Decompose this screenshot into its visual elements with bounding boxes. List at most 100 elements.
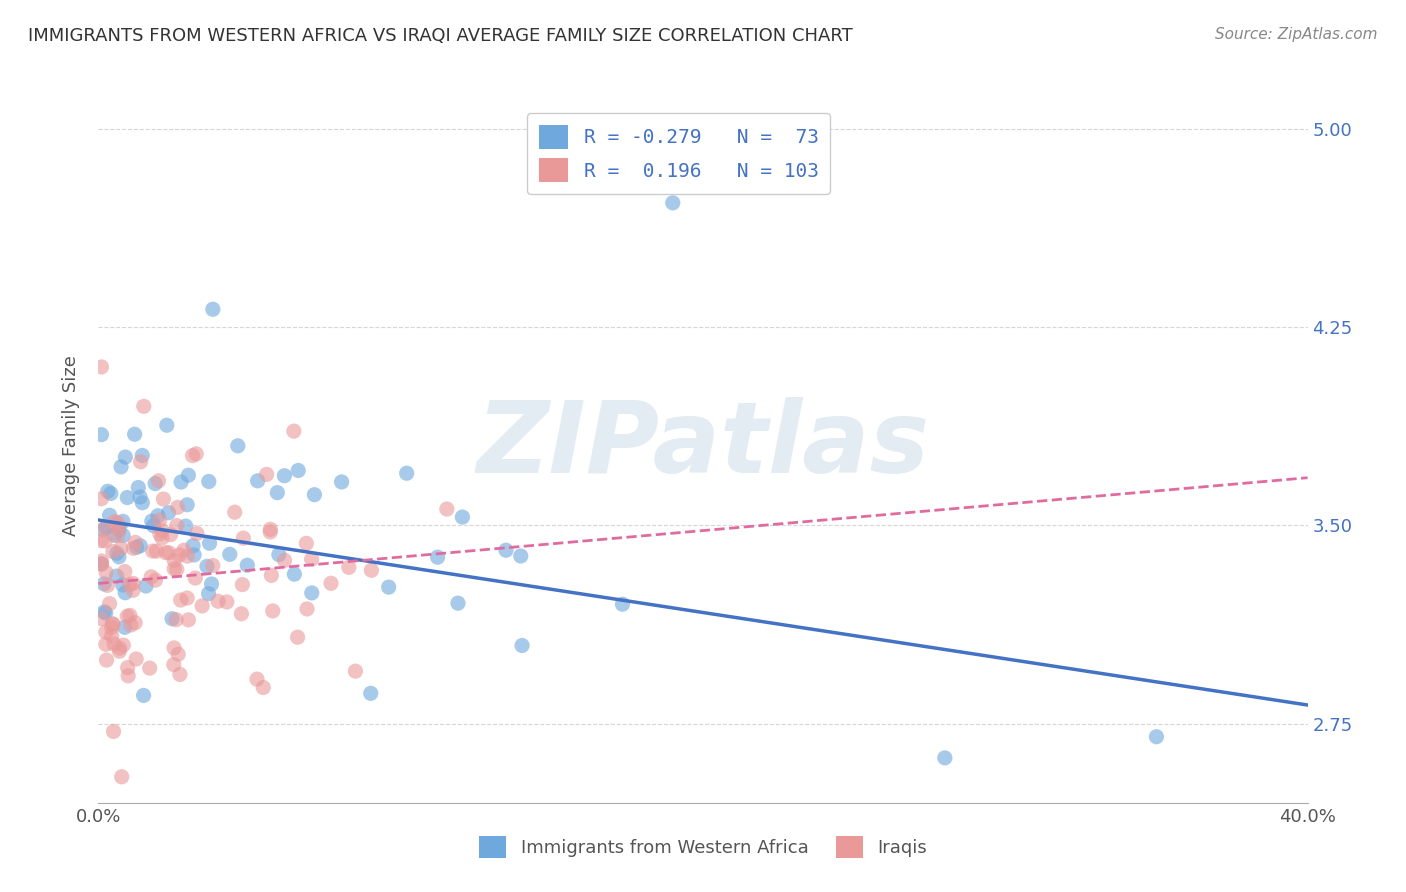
Point: [124, 427, 146, 442]
Point: [131, 496, 153, 510]
Point: [259, 524, 281, 539]
Point: [246, 672, 269, 686]
Point: [124, 535, 146, 549]
Point: [100, 486, 122, 500]
Point: [117, 669, 139, 683]
Point: [169, 548, 191, 562]
Point: [117, 491, 139, 505]
Point: [103, 528, 125, 542]
Point: [176, 591, 198, 605]
Point: [111, 578, 134, 592]
Point: [135, 579, 157, 593]
Point: [108, 549, 131, 564]
Point: [337, 560, 360, 574]
Point: [105, 569, 128, 583]
Point: [163, 562, 186, 576]
Point: [267, 548, 290, 562]
Y-axis label: Average Family Size: Average Family Size: [62, 356, 80, 536]
Point: [195, 559, 218, 574]
Point: [360, 686, 382, 700]
Point: [197, 587, 219, 601]
Point: [90, 359, 112, 374]
Point: [94, 637, 117, 651]
Point: [117, 660, 139, 674]
Point: [115, 609, 138, 624]
Point: [149, 513, 172, 527]
Point: [231, 607, 253, 621]
Point: [111, 514, 134, 528]
Text: ZIPatlas: ZIPatlas: [477, 398, 929, 494]
Point: [141, 514, 163, 528]
Point: [215, 595, 238, 609]
Point: [304, 488, 326, 502]
Point: [105, 546, 128, 560]
Point: [163, 657, 186, 672]
Point: [118, 577, 141, 591]
Text: Source: ZipAtlas.com: Source: ZipAtlas.com: [1215, 27, 1378, 42]
Point: [207, 594, 229, 608]
Point: [170, 475, 193, 489]
Point: [295, 536, 318, 550]
Point: [201, 558, 224, 573]
Point: [157, 506, 180, 520]
Point: [177, 468, 200, 483]
Point: [100, 621, 122, 635]
Point: [101, 617, 124, 632]
Point: [90, 491, 112, 506]
Point: [114, 620, 136, 634]
Point: [344, 664, 367, 678]
Point: [186, 526, 208, 541]
Point: [129, 539, 152, 553]
Point: [218, 547, 240, 561]
Point: [107, 528, 129, 542]
Point: [301, 586, 323, 600]
Point: [360, 563, 382, 577]
Point: [96, 653, 118, 667]
Point: [125, 541, 148, 555]
Point: [100, 629, 122, 643]
Point: [224, 505, 246, 519]
Point: [111, 770, 134, 784]
Point: [198, 475, 221, 489]
Point: [118, 608, 141, 623]
Point: [96, 578, 118, 592]
Point: [108, 641, 131, 656]
Point: [509, 549, 531, 563]
Point: [377, 580, 399, 594]
Point: [447, 596, 470, 610]
Point: [510, 639, 533, 653]
Point: [145, 544, 167, 558]
Point: [232, 531, 254, 545]
Point: [122, 576, 145, 591]
Point: [252, 681, 274, 695]
Point: [163, 640, 186, 655]
Point: [226, 439, 249, 453]
Point: [120, 618, 142, 632]
Point: [129, 455, 152, 469]
Point: [93, 605, 115, 619]
Point: [157, 546, 180, 560]
Point: [90, 611, 112, 625]
Point: [301, 552, 323, 566]
Point: [661, 195, 683, 210]
Point: [451, 510, 474, 524]
Point: [108, 522, 131, 536]
Point: [131, 449, 153, 463]
Point: [330, 475, 353, 489]
Point: [104, 515, 127, 529]
Point: [155, 546, 177, 560]
Point: [287, 463, 309, 477]
Point: [97, 484, 120, 499]
Point: [176, 498, 198, 512]
Point: [114, 585, 136, 599]
Point: [170, 593, 193, 607]
Point: [177, 613, 200, 627]
Point: [90, 557, 112, 571]
Point: [90, 533, 112, 548]
Point: [98, 508, 121, 523]
Point: [166, 518, 188, 533]
Point: [127, 481, 149, 495]
Point: [101, 616, 124, 631]
Point: [91, 523, 114, 537]
Point: [122, 583, 145, 598]
